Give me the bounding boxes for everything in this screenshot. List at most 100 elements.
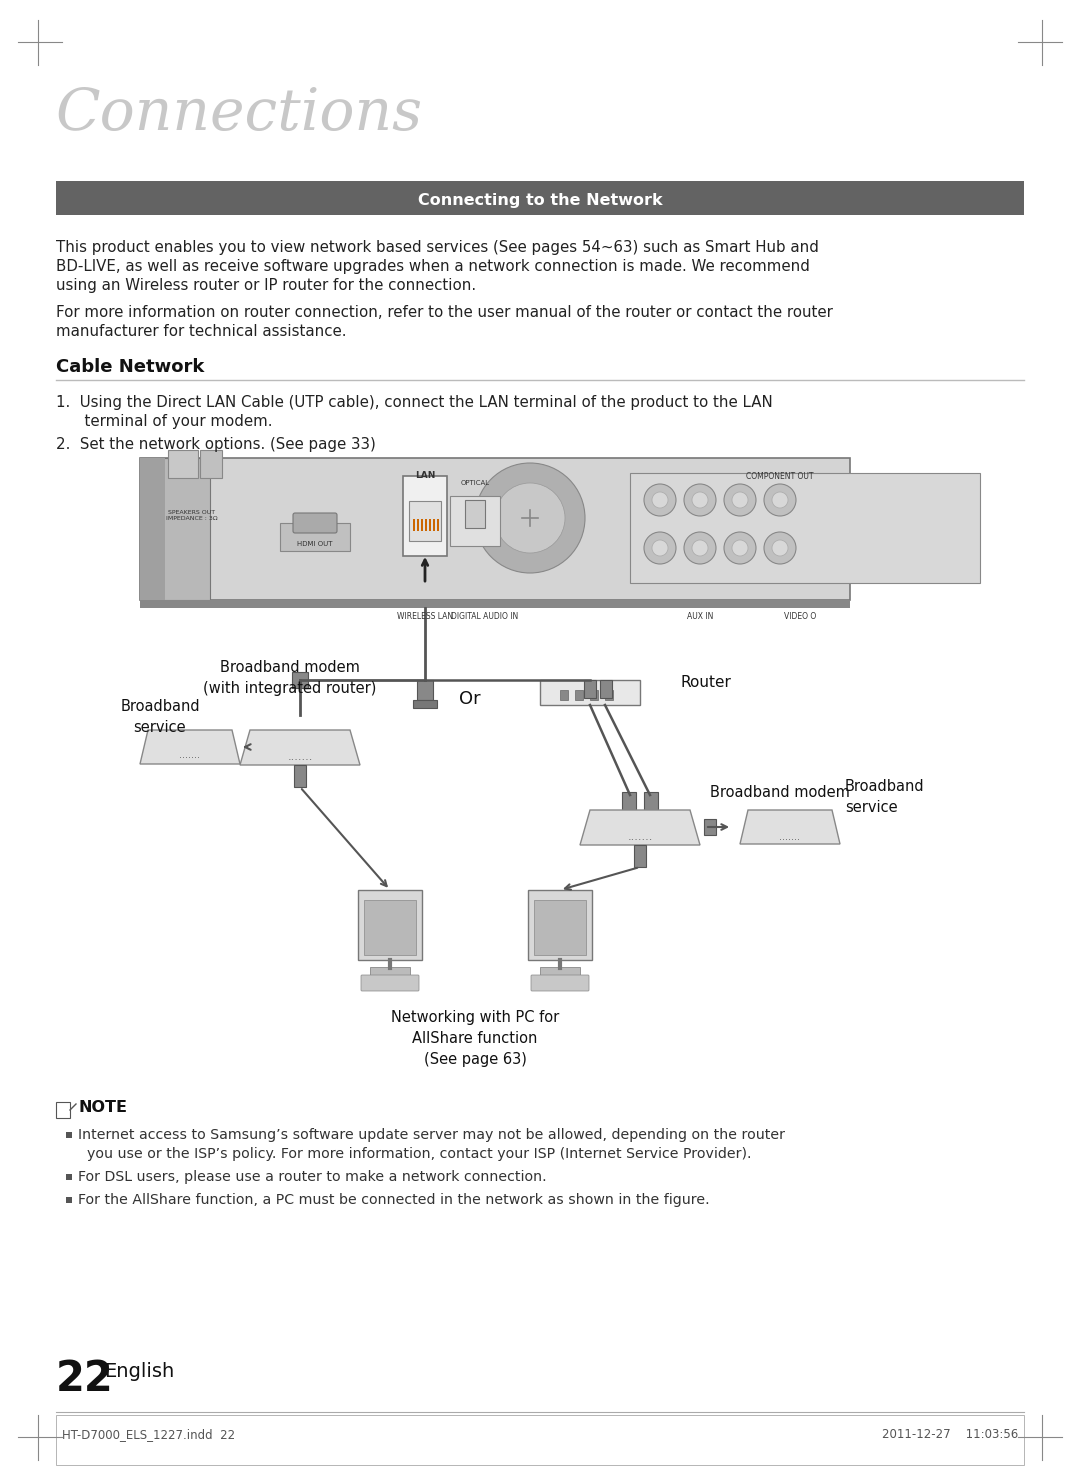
Circle shape: [644, 484, 676, 516]
FancyBboxPatch shape: [528, 890, 592, 960]
Circle shape: [684, 532, 716, 563]
Text: COMPONENT OUT: COMPONENT OUT: [746, 472, 813, 481]
FancyBboxPatch shape: [200, 450, 222, 478]
Text: Networking with PC for
AllShare function
(See page 63): Networking with PC for AllShare function…: [391, 1010, 559, 1066]
FancyBboxPatch shape: [531, 975, 589, 991]
Text: .......: .......: [287, 751, 313, 762]
FancyBboxPatch shape: [413, 519, 415, 531]
FancyBboxPatch shape: [426, 519, 427, 531]
Text: For more information on router connection, refer to the user manual of the route: For more information on router connectio…: [56, 305, 833, 319]
Text: .......: .......: [780, 833, 800, 842]
Text: 1.  Using the Direct LAN Cable (UTP cable), connect the LAN terminal of the prod: 1. Using the Direct LAN Cable (UTP cable…: [56, 395, 773, 410]
Text: 2.  Set the network options. (See page 33): 2. Set the network options. (See page 33…: [56, 436, 376, 453]
Circle shape: [652, 493, 669, 507]
FancyBboxPatch shape: [704, 819, 716, 836]
FancyBboxPatch shape: [417, 680, 433, 700]
Circle shape: [772, 540, 788, 556]
FancyBboxPatch shape: [584, 680, 596, 698]
Text: BD-LIVE, as well as receive software upgrades when a network connection is made.: BD-LIVE, as well as receive software upg…: [56, 259, 810, 274]
Text: For DSL users, please use a router to make a network connection.: For DSL users, please use a router to ma…: [78, 1170, 546, 1185]
Text: OPTICAL: OPTICAL: [460, 481, 489, 487]
FancyBboxPatch shape: [540, 680, 640, 705]
FancyBboxPatch shape: [409, 501, 441, 541]
Text: 22: 22: [56, 1358, 113, 1401]
FancyBboxPatch shape: [357, 890, 422, 960]
FancyBboxPatch shape: [56, 1415, 1024, 1466]
Circle shape: [764, 532, 796, 563]
Circle shape: [684, 484, 716, 516]
Text: SPEAKERS OUT
IMPEDANCE : 3Ω: SPEAKERS OUT IMPEDANCE : 3Ω: [166, 510, 218, 521]
Text: Cable Network: Cable Network: [56, 358, 204, 376]
FancyBboxPatch shape: [66, 1131, 72, 1137]
FancyBboxPatch shape: [622, 791, 636, 810]
FancyBboxPatch shape: [403, 476, 447, 556]
Text: HDMI OUT: HDMI OUT: [297, 541, 333, 547]
Circle shape: [772, 493, 788, 507]
Text: Broadband
service: Broadband service: [120, 700, 200, 735]
FancyBboxPatch shape: [140, 600, 850, 608]
FancyBboxPatch shape: [417, 519, 419, 531]
FancyBboxPatch shape: [66, 1197, 72, 1202]
FancyBboxPatch shape: [293, 513, 337, 532]
Text: LAN: LAN: [415, 470, 435, 481]
Text: you use or the ISP’s policy. For more information, contact your ISP (Internet Se: you use or the ISP’s policy. For more in…: [78, 1148, 752, 1161]
Text: Connecting to the Network: Connecting to the Network: [418, 192, 662, 207]
FancyBboxPatch shape: [634, 845, 646, 867]
Text: Broadband
service: Broadband service: [845, 779, 924, 815]
Text: Internet access to Samsung’s software update server may not be allowed, dependin: Internet access to Samsung’s software up…: [78, 1128, 785, 1142]
Text: Router: Router: [680, 674, 731, 691]
Text: DIGITAL AUDIO IN: DIGITAL AUDIO IN: [451, 612, 518, 621]
FancyBboxPatch shape: [292, 671, 308, 688]
Circle shape: [724, 532, 756, 563]
FancyBboxPatch shape: [280, 524, 350, 552]
FancyBboxPatch shape: [140, 458, 165, 600]
Circle shape: [692, 493, 708, 507]
Text: AUX IN: AUX IN: [687, 612, 713, 621]
FancyBboxPatch shape: [294, 765, 306, 787]
Text: .......: .......: [627, 833, 652, 842]
FancyBboxPatch shape: [56, 1102, 70, 1118]
Text: Or: Or: [459, 691, 481, 708]
Polygon shape: [240, 731, 360, 765]
Text: using an Wireless router or IP router for the connection.: using an Wireless router or IP router fo…: [56, 278, 476, 293]
FancyBboxPatch shape: [219, 740, 231, 754]
Circle shape: [732, 493, 748, 507]
Text: Connections: Connections: [56, 86, 423, 142]
Text: HT-D7000_ELS_1227.indd  22: HT-D7000_ELS_1227.indd 22: [62, 1429, 235, 1441]
FancyBboxPatch shape: [66, 1174, 72, 1180]
Polygon shape: [580, 810, 700, 845]
FancyBboxPatch shape: [429, 519, 431, 531]
Circle shape: [724, 484, 756, 516]
Text: NOTE: NOTE: [78, 1100, 127, 1115]
FancyBboxPatch shape: [413, 700, 437, 708]
FancyBboxPatch shape: [370, 967, 410, 975]
FancyBboxPatch shape: [590, 691, 598, 700]
Circle shape: [495, 484, 565, 553]
Polygon shape: [140, 458, 210, 600]
FancyBboxPatch shape: [465, 500, 485, 528]
Text: 2011-12-27    11:03:56: 2011-12-27 11:03:56: [881, 1429, 1018, 1441]
FancyBboxPatch shape: [605, 691, 613, 700]
Text: English: English: [104, 1362, 174, 1381]
FancyBboxPatch shape: [630, 473, 980, 583]
FancyBboxPatch shape: [361, 975, 419, 991]
Text: VIDEO O: VIDEO O: [784, 612, 816, 621]
Text: terminal of your modem.: terminal of your modem.: [56, 414, 272, 429]
Circle shape: [732, 540, 748, 556]
Text: For the AllShare function, a PC must be connected in the network as shown in the: For the AllShare function, a PC must be …: [78, 1194, 710, 1207]
FancyBboxPatch shape: [561, 691, 568, 700]
Text: This product enables you to view network based services (See pages 54~63) such a: This product enables you to view network…: [56, 240, 819, 254]
FancyBboxPatch shape: [433, 519, 435, 531]
Text: Broadband modem: Broadband modem: [710, 785, 850, 800]
FancyBboxPatch shape: [575, 691, 583, 700]
FancyBboxPatch shape: [644, 791, 658, 810]
FancyBboxPatch shape: [450, 495, 500, 546]
Polygon shape: [740, 810, 840, 845]
Circle shape: [764, 484, 796, 516]
FancyBboxPatch shape: [437, 519, 438, 531]
FancyBboxPatch shape: [421, 519, 423, 531]
FancyBboxPatch shape: [534, 901, 586, 955]
FancyBboxPatch shape: [168, 450, 198, 478]
Circle shape: [475, 463, 585, 572]
Circle shape: [692, 540, 708, 556]
